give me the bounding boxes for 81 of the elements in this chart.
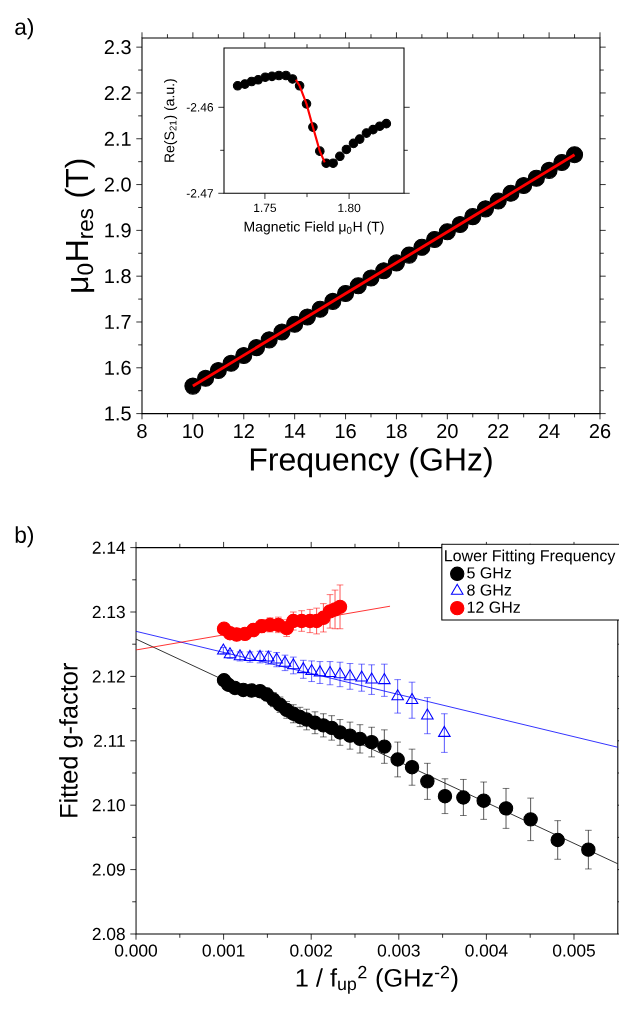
y-tick-label: -2.47 [186, 189, 213, 198]
x-tick-label: 0.001 [202, 944, 245, 957]
x-tick-label: 22 [488, 423, 509, 438]
y-tick-label: 2.0 [104, 177, 131, 192]
x-tick-label: 1.75 [254, 203, 277, 213]
y-tick-label: 2.10 [92, 799, 125, 812]
point [523, 812, 538, 827]
x-tick-label: 10 [183, 423, 204, 439]
point [456, 790, 471, 805]
y-tick-label: 2.12 [92, 670, 125, 683]
y-tick-label: -2.46 [186, 103, 214, 112]
point [240, 79, 250, 89]
y-axis-title: μ$_{0}$H$_{res}$ (T) [64, 159, 95, 292]
y-tick-label: 2.14 [92, 541, 126, 554]
point [364, 734, 379, 750]
point [365, 672, 378, 684]
point [335, 151, 345, 162]
x-tick-label: 0.003 [377, 944, 420, 957]
point [391, 689, 404, 701]
x-tick-label: 0.002 [290, 944, 332, 957]
point [378, 673, 391, 685]
point [354, 134, 365, 144]
y-tick-label: 2.08 [92, 927, 125, 941]
x-tick-label: 12 [234, 423, 254, 438]
y-tick-label: 2.2 [104, 85, 131, 100]
point [437, 788, 453, 804]
y-tick-label: 1.5 [105, 406, 131, 421]
legend-title: Lower Fitting Frequency [445, 549, 616, 565]
point [421, 708, 434, 720]
point [368, 124, 378, 135]
x-axis-title: 1 / f$_{up}$$^{2}$ (GHz$^{-2}$) [296, 965, 458, 994]
point [550, 832, 565, 848]
point [498, 801, 514, 816]
x-tick-label: 0.004 [465, 944, 508, 957]
point [355, 670, 368, 682]
x-tick-label: 26 [589, 423, 611, 439]
x-tick-label: 8 [137, 423, 147, 439]
x-tick-label: 16 [335, 423, 356, 439]
point [476, 793, 491, 808]
point [390, 752, 405, 767]
x-tick-label: 0.000 [114, 944, 158, 957]
x-tick-label: 20 [437, 423, 458, 439]
point [581, 842, 596, 857]
text: a) [15, 18, 34, 40]
x-tick-label: 0.005 [552, 944, 595, 957]
point [405, 693, 419, 705]
y-tick-label: 2.13 [92, 605, 125, 619]
x-tick-label: 18 [386, 423, 407, 439]
legend-label: 5 GHz [467, 567, 512, 579]
point [281, 70, 291, 81]
x-axis-title: Magnetic Field μ$_{0}$H (T) [244, 221, 384, 235]
point [323, 665, 337, 678]
point [438, 725, 451, 737]
point [287, 74, 298, 84]
y-tick-label: 1.7 [105, 315, 131, 329]
y-tick-label: 1.6 [105, 360, 131, 375]
point [333, 667, 347, 679]
text: b) [15, 526, 34, 548]
legend-label: 8 GHz [467, 584, 512, 596]
x-tick-label: 24 [538, 423, 560, 438]
point [343, 669, 357, 681]
point [217, 643, 230, 655]
x-tick-label: 1.80 [338, 203, 361, 213]
point [420, 774, 435, 789]
y-axis-title: Fitted g-factor [59, 663, 83, 817]
y-tick-label: 2.3 [104, 40, 131, 55]
y-tick-label: 1.8 [105, 269, 131, 284]
x-axis-title: Frequency (GHz) [250, 447, 492, 478]
point [328, 158, 338, 168]
x-tick-label: 14 [285, 424, 306, 438]
point [313, 665, 327, 677]
point [332, 599, 348, 615]
point [404, 760, 420, 775]
point [341, 144, 352, 155]
y-tick-label: 2.1 [104, 131, 131, 146]
legend-label: 12 GHz [467, 601, 520, 613]
y-tick-label: 2.11 [94, 734, 125, 747]
y-tick-label: 1.9 [105, 223, 131, 238]
point [377, 739, 392, 754]
y-tick-label: 2.09 [92, 863, 125, 876]
y-axis-title: Re(S$_{21}$) (a.u.) [164, 79, 178, 162]
